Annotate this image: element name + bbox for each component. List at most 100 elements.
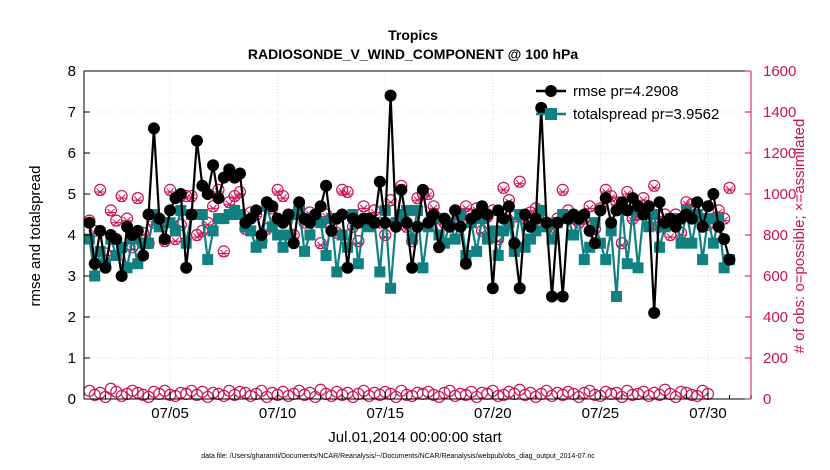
- rmse-point: [132, 225, 144, 237]
- rmse-point: [600, 192, 612, 204]
- rmse-point: [621, 204, 633, 216]
- rmse-point: [143, 209, 155, 221]
- rmse-point: [648, 307, 660, 319]
- totalspread-point: [450, 234, 461, 245]
- y2-tick-label: 200: [763, 350, 788, 367]
- rmse-point: [266, 200, 278, 212]
- y-tick-label: 1: [68, 350, 76, 367]
- y-tick-label: 0: [68, 391, 76, 408]
- rmse-point: [212, 192, 224, 204]
- y2-tick-label: 400: [763, 309, 788, 326]
- totalspread-point: [170, 225, 181, 236]
- rmse-point: [406, 262, 418, 274]
- totalspread-point: [321, 250, 332, 261]
- rmse-point: [116, 270, 128, 282]
- rmse-point: [315, 200, 327, 212]
- rmse-point: [282, 209, 294, 221]
- rmse-point: [368, 217, 380, 229]
- rmse-point: [374, 176, 386, 188]
- rmse-point: [412, 221, 424, 233]
- chart-subtitle: RADIOSONDE_V_WIND_COMPONENT @ 100 hPa: [248, 46, 578, 62]
- totalspread-point: [600, 254, 611, 265]
- y2-tick-label: 800: [763, 227, 788, 244]
- rmse-point: [379, 217, 391, 229]
- rmse-point: [605, 217, 617, 229]
- totalspread-point: [622, 258, 633, 269]
- totalspread-point: [197, 209, 208, 220]
- rmse-point: [551, 217, 563, 229]
- rmse-point: [433, 241, 445, 253]
- rmse-point: [718, 233, 730, 245]
- legend-rmse-label: rmse pr=4.2908: [573, 83, 678, 100]
- y-axis-label: rmse and totalspread: [27, 166, 44, 307]
- rmse-point: [578, 209, 590, 221]
- rmse-point: [395, 184, 407, 196]
- rmse-point: [191, 135, 203, 147]
- legend-rmse-marker: [545, 85, 557, 97]
- rmse-point: [202, 188, 214, 200]
- y-tick-label: 8: [68, 63, 76, 80]
- rmse-point: [110, 233, 122, 245]
- legend: rmse pr=4.2908 totalspread pr=3.9562: [534, 78, 754, 128]
- rmse-point: [175, 188, 187, 200]
- totalspread-point: [337, 230, 348, 241]
- y-tick-label: 4: [68, 227, 76, 244]
- totalspread-point: [579, 254, 590, 265]
- legend-spread-label: totalspread pr=3.9562: [573, 106, 719, 123]
- rmse-point: [428, 209, 440, 221]
- rmse-point: [449, 204, 461, 216]
- rmse-point: [455, 221, 467, 233]
- rmse-point: [293, 196, 305, 208]
- rmse-point: [487, 282, 499, 294]
- rmse-point: [325, 225, 337, 237]
- rmse-point: [385, 90, 397, 102]
- rmse-point: [654, 196, 666, 208]
- totalspread-point: [708, 238, 719, 249]
- rmse-point: [594, 204, 606, 216]
- y2-axis-label: # of obs: o=possible; ×=assimilated: [791, 119, 808, 354]
- rmse-point: [584, 225, 596, 237]
- totalspread-point: [633, 262, 644, 273]
- totalspread-point: [89, 271, 100, 282]
- rmse-point: [94, 225, 106, 237]
- rmse-point: [288, 237, 300, 249]
- rmse-point: [514, 282, 526, 294]
- totalspread-point: [385, 283, 396, 294]
- rmse-point: [401, 217, 413, 229]
- totalspread-point: [676, 238, 687, 249]
- rmse-point: [148, 122, 160, 134]
- rmse-point: [137, 250, 149, 262]
- totalspread-point: [417, 262, 428, 273]
- rmse-point: [723, 254, 735, 266]
- rmse-point: [530, 213, 542, 225]
- totalspread-point: [374, 266, 385, 277]
- rmse-point: [557, 291, 569, 303]
- rmse-point: [320, 180, 332, 192]
- totalspread-point: [568, 230, 579, 241]
- y2-tick-label: 600: [763, 268, 788, 285]
- rmse-point: [180, 262, 192, 274]
- totalspread-point: [686, 238, 697, 249]
- rmse-point: [444, 221, 456, 233]
- rmse-point: [643, 200, 655, 212]
- rmse-point: [256, 229, 268, 241]
- rmse-point: [186, 209, 198, 221]
- data-file-footer: data file: /Users/gharamti/Documents/NCA…: [201, 453, 595, 460]
- rmse-point: [207, 159, 219, 171]
- y-tick-label: 2: [68, 309, 76, 326]
- y2-tick-label: 1600: [763, 63, 796, 80]
- rmse-point: [546, 291, 558, 303]
- totalspread-point: [202, 254, 213, 265]
- x-axis-label: Jul.01,2014 00:00:00 start: [328, 429, 502, 446]
- x-tick-label: 07/15: [366, 405, 404, 422]
- rmse-point: [702, 200, 714, 212]
- y-tick-label: 7: [68, 104, 76, 121]
- rmse-point: [153, 213, 165, 225]
- rmse-point: [691, 196, 703, 208]
- y-tick-label: 5: [68, 186, 76, 203]
- totalspread-point: [272, 230, 283, 241]
- x-tick-label: 07/25: [582, 405, 620, 422]
- rmse-point: [336, 209, 348, 221]
- rmse-point: [417, 184, 429, 196]
- totalspread-point: [331, 266, 342, 277]
